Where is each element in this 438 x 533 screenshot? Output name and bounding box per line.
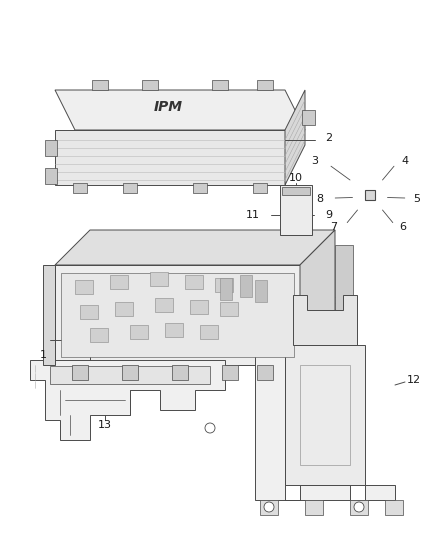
Polygon shape <box>122 365 138 380</box>
Polygon shape <box>193 183 207 193</box>
Polygon shape <box>72 365 88 380</box>
Polygon shape <box>30 360 225 440</box>
Text: 13: 13 <box>98 420 112 430</box>
Polygon shape <box>255 345 395 500</box>
Polygon shape <box>50 366 210 384</box>
Polygon shape <box>130 325 148 339</box>
Polygon shape <box>142 80 158 90</box>
Circle shape <box>205 423 215 433</box>
Text: 5: 5 <box>413 193 420 204</box>
Polygon shape <box>240 275 252 297</box>
Polygon shape <box>335 245 353 320</box>
Polygon shape <box>150 272 168 286</box>
Polygon shape <box>282 187 310 195</box>
Polygon shape <box>115 302 133 316</box>
Polygon shape <box>165 323 183 337</box>
Polygon shape <box>92 80 108 90</box>
Text: 12: 12 <box>407 375 421 385</box>
Polygon shape <box>90 328 108 342</box>
Polygon shape <box>123 183 137 193</box>
Text: 9: 9 <box>325 210 332 220</box>
Polygon shape <box>257 80 273 90</box>
Polygon shape <box>253 183 267 193</box>
Polygon shape <box>185 275 203 289</box>
Polygon shape <box>300 230 335 365</box>
Text: 10: 10 <box>289 173 303 183</box>
Text: 11: 11 <box>246 210 260 220</box>
Polygon shape <box>293 295 357 345</box>
Polygon shape <box>200 325 218 339</box>
Polygon shape <box>80 305 98 319</box>
Text: 6: 6 <box>399 222 406 232</box>
Polygon shape <box>45 168 57 184</box>
Polygon shape <box>55 130 285 185</box>
Polygon shape <box>43 265 55 365</box>
Polygon shape <box>172 365 188 380</box>
Polygon shape <box>55 90 305 130</box>
Polygon shape <box>385 500 403 515</box>
Polygon shape <box>220 278 232 300</box>
Polygon shape <box>220 302 238 316</box>
Polygon shape <box>285 345 365 485</box>
Polygon shape <box>110 275 128 289</box>
Polygon shape <box>365 190 375 200</box>
Text: IPM: IPM <box>153 100 183 114</box>
Text: 1: 1 <box>39 350 46 360</box>
Polygon shape <box>55 230 335 265</box>
Polygon shape <box>280 185 312 235</box>
Polygon shape <box>73 183 87 193</box>
Text: 3: 3 <box>311 156 318 166</box>
Polygon shape <box>61 273 294 357</box>
Polygon shape <box>45 140 57 156</box>
Circle shape <box>354 502 364 512</box>
Polygon shape <box>215 278 233 292</box>
Text: 7: 7 <box>330 222 337 232</box>
Polygon shape <box>285 90 305 185</box>
Text: 4: 4 <box>401 156 408 166</box>
Polygon shape <box>55 265 300 365</box>
Polygon shape <box>222 365 238 380</box>
Polygon shape <box>260 500 278 515</box>
Polygon shape <box>257 365 273 380</box>
Polygon shape <box>305 500 323 515</box>
Text: 2: 2 <box>325 133 332 143</box>
Polygon shape <box>212 80 228 90</box>
Text: 8: 8 <box>316 193 323 204</box>
Circle shape <box>264 502 274 512</box>
Polygon shape <box>75 280 93 294</box>
Polygon shape <box>190 300 208 314</box>
Polygon shape <box>350 500 368 515</box>
Polygon shape <box>302 110 315 125</box>
Polygon shape <box>255 280 267 302</box>
Polygon shape <box>155 298 173 312</box>
